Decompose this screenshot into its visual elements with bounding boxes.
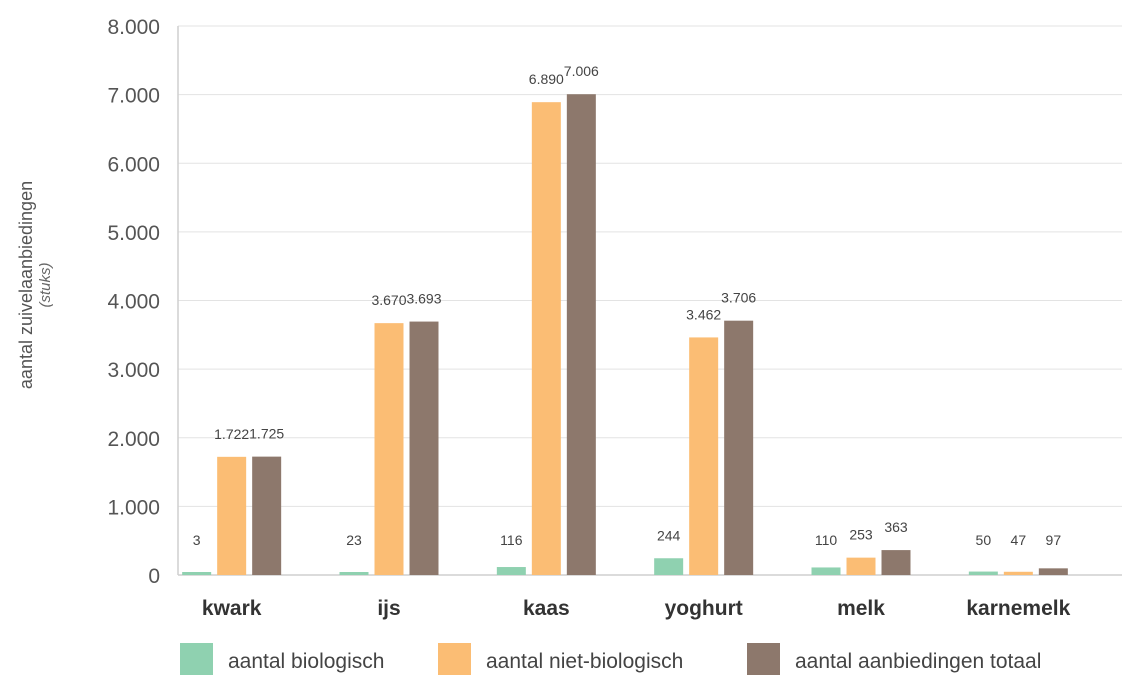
y-axis-label-group: aantal zuivelaanbiedingen (stuks) xyxy=(16,181,54,389)
y-axis-label-sub: (stuks) xyxy=(37,262,54,307)
data-label: 3.693 xyxy=(406,291,441,307)
data-label: 363 xyxy=(884,519,908,535)
bar-yoghurt-3 xyxy=(724,320,754,575)
data-label: 6.890 xyxy=(529,71,564,87)
bars xyxy=(182,94,1068,575)
bar-kaas-2 xyxy=(531,102,561,575)
bar-yoghurt-2 xyxy=(689,337,719,575)
data-label: 3 xyxy=(193,532,201,548)
x-axis-ticks: kwark ijs kaas yoghurt melk karnemelk xyxy=(202,597,1071,620)
bar-kaas-3 xyxy=(566,94,596,575)
x-tick-label: kwark xyxy=(202,597,262,620)
data-labels: 3 1.722 1.725 23 3.670 3.693 116 6.890 7.006 244 3… xyxy=(193,63,1062,548)
data-label: 50 xyxy=(976,532,992,548)
legend-label: aantal niet-biologisch xyxy=(486,650,683,673)
bar-karnemelk-1 xyxy=(968,571,998,575)
bar-karnemelk-2 xyxy=(1003,571,1033,575)
bar-kwark-3 xyxy=(252,456,282,575)
data-label: 47 xyxy=(1011,532,1027,548)
bar-yoghurt-1 xyxy=(654,558,684,575)
bar-melk-1 xyxy=(811,567,841,575)
legend-swatch xyxy=(747,643,780,675)
x-tick-label: karnemelk xyxy=(966,597,1070,620)
y-tick-label: 0 xyxy=(148,565,160,588)
data-label: 116 xyxy=(500,532,523,548)
y-tick-label: 1.000 xyxy=(107,496,160,519)
bar-melk-2 xyxy=(846,557,876,575)
y-axis-ticks: 0 1.000 2.000 3.000 4.000 5.000 6.000 7.000 8.00… xyxy=(107,16,160,588)
data-label: 1.722 xyxy=(214,426,249,442)
y-tick-label: 7.000 xyxy=(107,85,160,108)
x-tick-label: melk xyxy=(837,597,885,620)
legend-label: aantal biologisch xyxy=(228,650,384,673)
data-label: 253 xyxy=(849,527,873,543)
data-label: 244 xyxy=(657,527,681,543)
bar-kaas-1 xyxy=(496,567,526,575)
legend-label: aantal aanbiedingen totaal xyxy=(795,650,1041,673)
y-tick-label: 4.000 xyxy=(107,291,160,314)
legend-swatch xyxy=(180,643,213,675)
data-label: 1.725 xyxy=(249,426,284,442)
data-label: 3.706 xyxy=(721,290,756,306)
legend-swatch xyxy=(438,643,471,675)
bar-ijs-2 xyxy=(374,323,404,575)
y-tick-label: 6.000 xyxy=(107,153,160,176)
bar-kwark-2 xyxy=(217,456,247,575)
y-tick-label: 3.000 xyxy=(107,359,160,382)
data-label: 3.670 xyxy=(371,292,406,308)
bar-karnemelk-3 xyxy=(1038,568,1068,575)
y-tick-label: 2.000 xyxy=(107,428,160,451)
bar-melk-3 xyxy=(881,550,911,575)
x-tick-label: yoghurt xyxy=(665,597,743,620)
data-label: 110 xyxy=(815,532,838,548)
grid xyxy=(177,25,1122,576)
y-tick-label: 5.000 xyxy=(107,222,160,245)
x-tick-label: ijs xyxy=(377,597,400,620)
legend: aantal biologisch aantal niet-biologisch a… xyxy=(180,643,1041,675)
data-label: 23 xyxy=(346,532,362,548)
data-label: 97 xyxy=(1046,532,1062,548)
y-tick-label: 8.000 xyxy=(107,16,160,39)
x-tick-label: kaas xyxy=(523,597,570,620)
data-label: 3.462 xyxy=(686,306,721,322)
bar-ijs-3 xyxy=(409,321,439,575)
y-axis-label: aantal zuivelaanbiedingen xyxy=(16,181,36,389)
data-label: 7.006 xyxy=(564,63,599,79)
bar-kwark-1 xyxy=(182,572,212,575)
bar-ijs-1 xyxy=(339,572,369,575)
